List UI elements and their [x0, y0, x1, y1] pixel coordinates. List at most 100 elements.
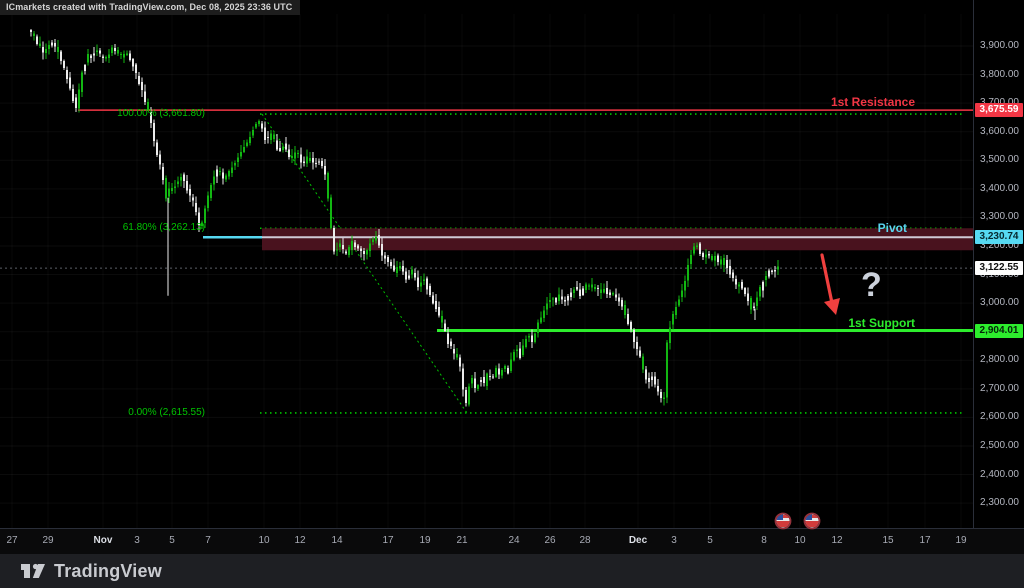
candle-body — [315, 162, 317, 165]
candle-body — [675, 306, 677, 316]
candle-body — [699, 243, 701, 254]
candle-body — [39, 43, 41, 46]
candle-body — [759, 286, 761, 297]
candle-body — [261, 123, 263, 129]
candle-body — [615, 294, 617, 298]
candle-body — [288, 149, 290, 158]
candle-body — [171, 188, 173, 192]
time-axis-tick: 10 — [258, 535, 270, 546]
candle-body — [48, 45, 50, 49]
candle-body — [243, 146, 245, 153]
candle-body — [150, 112, 152, 123]
candle-body — [702, 253, 704, 258]
candle-body — [333, 227, 335, 252]
time-axis-tick: 14 — [331, 535, 343, 546]
candle-body — [180, 176, 182, 181]
candle-body — [606, 287, 608, 294]
time-axis[interactable]: 27 29 Nov 3 5 7 10 12 14 17 19 21 24 26 28 Dec 3 5 8 10 12 15… — [0, 528, 1024, 554]
time-axis-tick: 5 — [169, 535, 175, 546]
candle-body — [534, 333, 536, 343]
candle-body — [633, 329, 635, 342]
candlestick-chart[interactable] — [0, 0, 973, 528]
candle-body — [108, 54, 110, 58]
price-axis-tick: 3,600.00 — [980, 125, 1019, 137]
candle-body — [447, 333, 449, 344]
candle-body — [45, 49, 47, 54]
candle-body — [639, 350, 641, 357]
candle-body — [225, 175, 227, 180]
candle-body — [462, 368, 464, 390]
fib-trendline — [261, 113, 468, 414]
candle-body — [735, 278, 737, 285]
last-price-tag: 3,122.55 — [975, 261, 1023, 276]
price-axis-tick: 2,300.00 — [980, 497, 1019, 509]
candle-body — [495, 368, 497, 377]
candle-body — [354, 242, 356, 247]
time-axis-tick: 28 — [579, 535, 591, 546]
candle-body — [57, 47, 59, 53]
candle-body — [402, 266, 404, 272]
time-axis-tick: 26 — [544, 535, 556, 546]
candle-body — [204, 208, 206, 223]
candle-body — [546, 303, 548, 310]
candle-body — [435, 300, 437, 309]
candle-body — [501, 370, 503, 376]
candle-body — [351, 240, 353, 251]
candle-body — [336, 249, 338, 251]
candle-body — [582, 288, 584, 295]
brand-name[interactable]: TradingView — [54, 560, 162, 581]
candle-body — [654, 376, 656, 385]
candle-body — [651, 376, 653, 380]
candle-body — [282, 146, 284, 150]
candle-body — [486, 373, 488, 386]
candle-body — [381, 244, 383, 256]
candle-body — [165, 178, 167, 199]
candle-body — [726, 259, 728, 269]
candle-body — [714, 256, 716, 261]
chart-plot-area[interactable]: 1st Resistance Pivot 1st Support ? 100.0… — [0, 0, 973, 528]
candle-body — [585, 284, 587, 290]
candle-body — [363, 250, 365, 255]
fib-level-label: 0.00% (2,615.55) — [128, 406, 205, 418]
price-axis-tick: 3,200.00 — [980, 239, 1019, 251]
candle-body — [360, 248, 362, 251]
time-axis-tick: 8 — [761, 535, 767, 546]
tradingview-logo-icon[interactable] — [20, 561, 46, 581]
candle-body — [648, 377, 650, 382]
candle-body — [162, 167, 164, 181]
candle-body — [348, 246, 350, 255]
candle-body — [753, 306, 755, 308]
candle-body — [81, 72, 83, 93]
candle-body — [720, 259, 722, 265]
candle-body — [516, 349, 518, 351]
candle-body — [684, 280, 686, 291]
support-price-tag: 2,904.01 — [975, 323, 1023, 338]
candle-body — [561, 296, 563, 300]
candle-body — [618, 297, 620, 302]
candle-body — [198, 212, 200, 226]
candle-body — [312, 158, 314, 163]
candle-body — [141, 82, 143, 91]
candle-body — [276, 140, 278, 150]
candle-body — [717, 255, 719, 262]
pivot-label: Pivot — [877, 221, 907, 236]
candle-body — [60, 51, 62, 61]
candle-body — [129, 53, 131, 61]
candle-body — [51, 42, 53, 46]
price-axis-tick: 3,900.00 — [980, 40, 1019, 51]
candle-body — [375, 236, 377, 241]
candle-body — [723, 257, 725, 265]
candle-body — [492, 376, 494, 378]
candle-body — [711, 255, 713, 260]
candle-body — [357, 245, 359, 249]
candle-body — [321, 161, 323, 167]
candle-body — [111, 47, 113, 54]
candle-body — [252, 129, 254, 136]
candle-body — [231, 167, 233, 173]
candle-body — [186, 180, 188, 191]
time-axis-tick: 17 — [919, 535, 931, 546]
candle-body — [411, 269, 413, 275]
candle-body — [87, 54, 89, 63]
candle-body — [480, 380, 482, 382]
candle-body — [72, 89, 74, 101]
